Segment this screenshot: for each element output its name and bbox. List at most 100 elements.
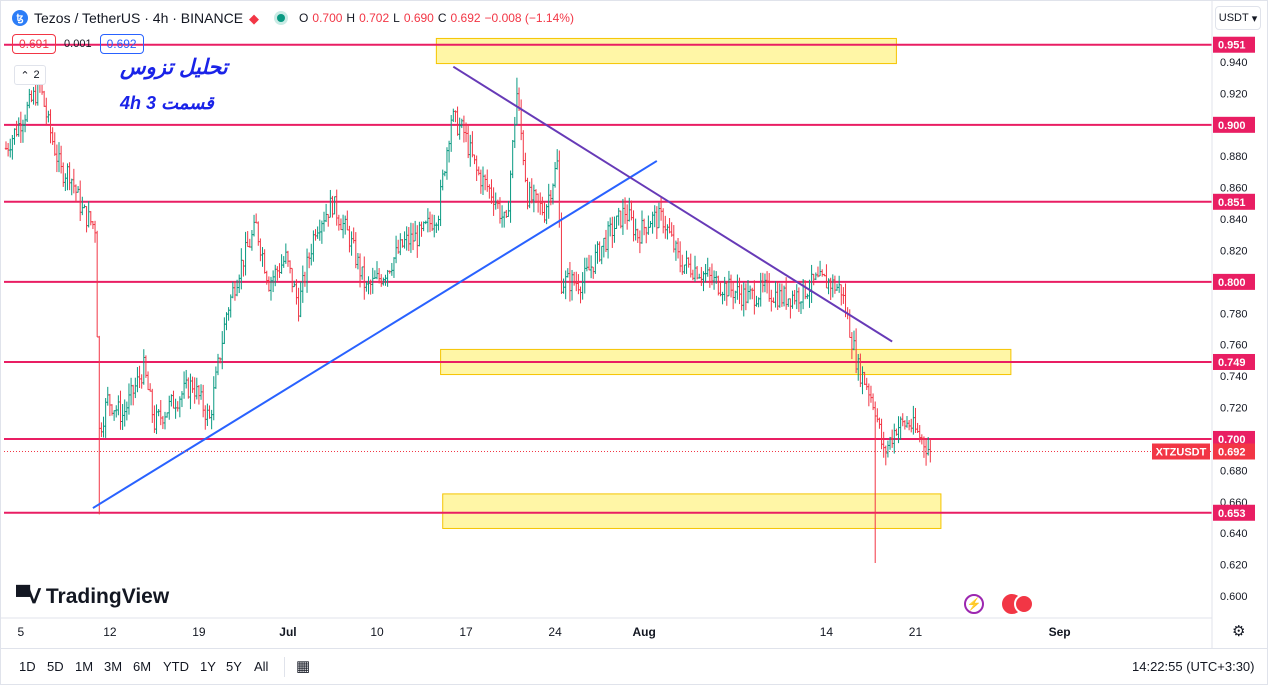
candle [125,401,129,421]
candle [348,225,351,253]
candle [53,132,56,156]
y-tick-label: 0.640 [1220,528,1248,540]
candle [746,279,750,304]
candle [797,287,801,312]
y-tick-label: 0.680 [1220,465,1248,477]
indicators-toggle[interactable]: ⌃ 2 [14,65,46,85]
candle [246,231,249,248]
candle [297,287,300,322]
candle [821,269,824,277]
candle [428,211,432,233]
candle [278,263,281,278]
candle [441,169,444,191]
candle [163,411,167,430]
indicator-count: 2 [33,69,40,81]
candle [132,384,135,406]
clock-timezone[interactable]: 14:22:55 (UTC+3:30) [1132,659,1255,674]
spread-value: 0.001 [64,38,92,50]
candle [108,393,112,417]
candle [42,90,46,107]
candle [172,390,175,409]
chevron-down-icon: ▾ [1251,12,1258,25]
candle [818,260,822,277]
range-ytd-button[interactable]: YTD [163,659,189,674]
candle [318,219,321,241]
candle [93,220,97,243]
candle [314,229,317,241]
sell-price-button[interactable]: 0.691 [12,34,57,54]
candle [553,162,557,188]
candle [488,184,491,199]
candle [581,272,584,300]
candle [789,298,792,319]
candle [613,216,616,243]
candle [812,273,815,286]
range-all-button[interactable]: All [254,659,269,674]
symbol-header[interactable]: ꜩ Tezos / TetherUS · 4h · BINANCE ◆ O 0.7… [12,8,574,28]
candle [742,282,745,317]
currency-select[interactable]: USDT ▾ [1215,6,1261,30]
us-flag-event-icon-2[interactable] [1014,594,1034,614]
lightning-event-icon[interactable]: ⚡ [964,594,984,614]
candle [138,365,141,388]
range-1m-button[interactable]: 1M [75,659,94,674]
candle [259,238,262,262]
range-1y-button[interactable]: 1Y [200,659,216,674]
range-1d-button[interactable]: 1D [19,659,36,674]
x-tick-label: 19 [192,625,206,639]
level-price-label: 0.800 [1218,277,1246,289]
candle [157,409,160,417]
y-tick-label: 0.860 [1220,183,1248,195]
tradingview-watermark[interactable]: ▀Ⅴ TradingView [16,584,169,609]
candle [823,273,826,277]
candle [344,215,347,235]
candle [778,283,781,308]
candle [45,97,48,126]
candle [394,235,398,264]
range-5d-button[interactable]: 5D [47,659,64,674]
levels-layer [4,43,1212,514]
candle [727,270,731,297]
candle [681,254,684,275]
gear-icon[interactable]: ⚙ [1232,623,1246,640]
candle [814,272,818,281]
buy-price-button[interactable]: 0.692 [99,34,144,54]
candle [115,405,118,418]
candle [439,179,442,227]
symbol-title[interactable]: Tezos / TetherUS · 4h · BINANCE [34,10,244,26]
candle [835,283,839,291]
x-tick-label: 24 [548,625,562,639]
candle [443,170,447,177]
candle [127,383,131,415]
candle [299,281,302,318]
candle [664,215,667,239]
y-tick-label: 0.620 [1220,560,1248,572]
candle [280,254,283,274]
candle [30,90,33,103]
candle [490,179,493,204]
candle [74,184,78,203]
candle [734,290,737,304]
range-3m-button[interactable]: 3M [104,659,123,674]
range-5y-button[interactable]: 5Y [226,659,242,674]
candle [804,280,807,300]
ohlc-values: O 0.700 H 0.702 L 0.690 C 0.692 −0.008 (−1.1… [299,11,574,25]
calendar-icon[interactable]: ▦ [296,658,311,675]
candle [852,330,856,351]
candle [51,127,54,145]
level-price-label: 0.653 [1218,508,1246,520]
range-6m-button[interactable]: 6M [133,659,152,674]
candle [310,243,313,266]
candle [295,279,298,305]
candle [70,178,73,196]
candle [768,273,771,302]
candle [895,428,898,436]
candle [539,192,542,215]
candle [447,140,451,163]
candle [437,215,440,231]
candle [66,163,69,191]
candle [676,238,680,259]
candle [816,266,820,278]
candle [91,221,95,230]
